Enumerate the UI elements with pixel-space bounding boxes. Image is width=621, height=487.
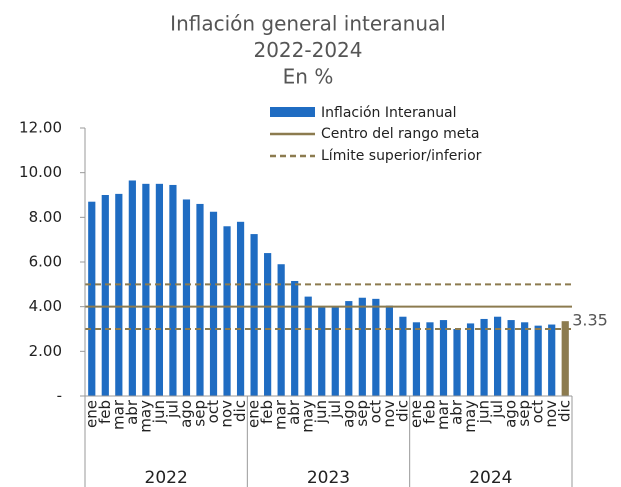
x-tick-label: mar	[434, 399, 452, 430]
x-tick-label: feb	[420, 400, 438, 424]
bar	[439, 320, 448, 396]
x-tick-label: oct	[204, 400, 222, 423]
bar	[250, 234, 258, 396]
x-tick-label: oct	[366, 400, 384, 423]
y-tick-label: 6.00	[29, 253, 62, 271]
bar	[480, 318, 488, 396]
y-tick-label: 12.00	[19, 119, 62, 137]
legend-label: Centro del rango meta	[321, 126, 479, 142]
bar	[277, 264, 285, 396]
bar	[385, 305, 393, 396]
x-tick-label: dic	[556, 400, 574, 422]
x-tick-label: abr	[448, 399, 466, 425]
bar	[331, 306, 339, 396]
bar	[142, 183, 150, 396]
bar	[182, 199, 191, 396]
bar	[466, 323, 475, 396]
x-tick-label: may	[299, 400, 317, 433]
bar	[236, 221, 245, 396]
bar	[318, 306, 326, 396]
bar	[493, 316, 502, 396]
bar	[358, 297, 366, 396]
x-tick-label: mar	[109, 399, 127, 430]
x-tick-label: abr	[285, 399, 303, 425]
x-tick-label: abr	[123, 399, 141, 425]
x-tick-label: ene	[407, 400, 425, 428]
bar	[209, 211, 218, 396]
year-label: 2024	[469, 468, 512, 487]
x-tick-label: nov	[218, 400, 236, 428]
legend-label: Inflación Interanual	[321, 105, 457, 121]
x-tick-label: ago	[502, 400, 520, 428]
y-tick-label: 8.00	[29, 208, 62, 226]
x-tick-label: jun	[150, 400, 168, 424]
chart-title: Inflación general interanual	[170, 12, 446, 36]
x-tick-label: may	[461, 400, 479, 433]
x-tick-label: jul	[488, 400, 506, 419]
x-tick-label: sep	[515, 400, 533, 427]
x-tick-label: sep	[353, 400, 371, 427]
bar	[101, 195, 109, 396]
bar	[453, 329, 461, 396]
legend-label: Límite superior/inferior	[321, 148, 482, 164]
x-tick-label: feb	[96, 400, 114, 424]
y-tick-label: 4.00	[29, 297, 62, 315]
chart-title: 2022-2024	[253, 38, 362, 62]
bar	[412, 322, 421, 396]
bar	[507, 320, 515, 396]
y-tick-label: -	[57, 387, 62, 405]
bar	[561, 321, 569, 396]
bar	[196, 203, 204, 396]
x-tick-label: may	[136, 400, 154, 433]
x-tick-label: feb	[258, 400, 276, 424]
x-tick-label: sep	[190, 400, 208, 427]
x-tick-label: dic	[231, 400, 249, 422]
legend-swatch	[270, 107, 315, 117]
x-tick-label: ene	[245, 400, 263, 428]
bar	[304, 296, 312, 396]
x-tick-label: mar	[272, 399, 290, 430]
x-tick-label: dic	[393, 400, 411, 422]
x-tick-label: jun	[312, 400, 330, 424]
year-label: 2023	[307, 468, 350, 487]
x-tick-label: ago	[339, 400, 357, 428]
bar	[264, 253, 272, 396]
bar	[115, 193, 123, 396]
bar	[372, 298, 380, 396]
x-tick-label: nov	[380, 400, 398, 428]
chart-title: En %	[283, 65, 334, 89]
y-tick-label: 10.00	[19, 163, 62, 181]
bar	[128, 180, 136, 396]
bar	[426, 322, 434, 396]
x-tick-label: oct	[529, 400, 547, 423]
y-tick-label: 2.00	[29, 342, 62, 360]
bar	[169, 184, 177, 396]
x-tick-label: jul	[326, 400, 344, 419]
bar	[88, 201, 96, 396]
bar	[345, 301, 353, 396]
bar	[521, 322, 529, 396]
bar	[534, 325, 542, 396]
x-tick-label: jun	[475, 400, 493, 424]
x-tick-label: nov	[542, 400, 560, 428]
bar	[291, 280, 299, 396]
bar	[155, 183, 164, 396]
data-label: 3.35	[572, 311, 608, 330]
x-tick-label: ago	[177, 400, 195, 428]
bar	[223, 226, 231, 396]
x-tick-label: jul	[163, 400, 181, 419]
bar	[548, 324, 556, 396]
year-label: 2022	[145, 468, 188, 487]
bar	[399, 316, 407, 396]
x-tick-label: ene	[82, 400, 100, 428]
